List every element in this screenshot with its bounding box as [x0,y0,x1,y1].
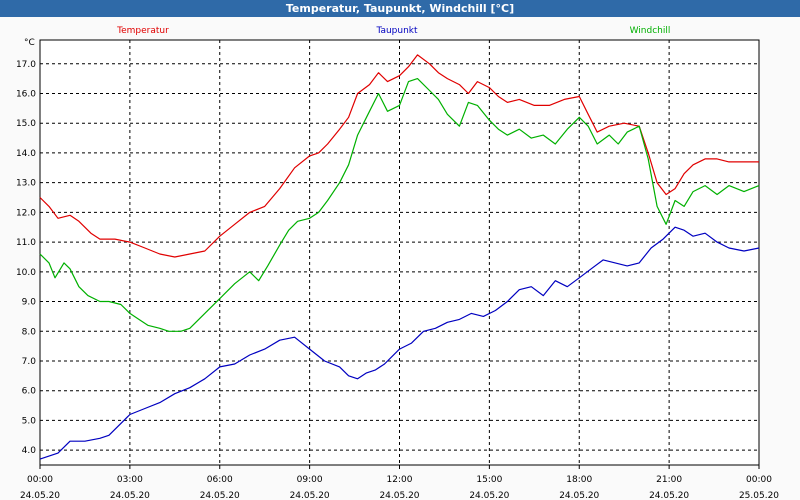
legend-dewpoint: Taupunkt [375,26,418,36]
y-tick-label: 12.0 [16,208,36,218]
x-tick-time-label: 00:00 [746,475,772,485]
y-tick-label: 14.0 [16,149,36,159]
windchill-line [39,77,760,332]
y-tick-label: 9.0 [22,298,37,308]
line-chart: 4.0 5.0 6.0 7.0 8.0 9.0 10.0 11.0 12.0 13.0 14.0 15… [16,26,779,500]
x-tick-time-label: 15:00 [476,475,502,485]
window-title: Temperatur, Taupunkt, Windchill [°C] [0,0,800,17]
x-tick-date-label: 24.05.20 [110,491,150,500]
series-layer [39,54,760,460]
y-tick-label: 16.0 [16,89,36,99]
x-tick-date-label: 25.05.20 [739,491,779,500]
x-tick-time-label: 06:00 [207,475,233,485]
x-tick-time-label: 03:00 [117,475,143,485]
legend-temperature: Temperatur [116,26,169,36]
y-tick-label: 10.0 [16,268,36,278]
grid-layer [39,39,760,469]
y-tick-label: 13.0 [16,179,36,189]
x-tick-time-label: 18:00 [566,475,592,485]
x-tick-time-label: 21:00 [656,475,682,485]
x-tick-date-label: 24.05.20 [649,491,689,500]
x-tick-date-label: 24.05.20 [20,491,60,500]
y-tick-label: 11.0 [16,238,36,248]
x-tick-date-label: 24.05.20 [559,491,599,500]
x-tick-time-label: 09:00 [297,475,323,485]
x-tick-date-label: 24.05.20 [469,491,509,500]
y-axis-unit-label: °C [24,38,35,48]
y-tick-label: 15.0 [16,119,36,129]
temperature-line [39,54,759,258]
y-tick-label: 5.0 [22,416,37,426]
y-tick-label: 8.0 [22,327,37,337]
dewpoint-line [39,226,760,460]
y-tick-label: 6.0 [22,387,37,397]
axis-labels: 4.0 5.0 6.0 7.0 8.0 9.0 10.0 11.0 12.0 13.0 14.0 15… [16,26,779,500]
x-tick-date-label: 24.05.20 [200,491,240,500]
x-tick-date-label: 24.05.20 [290,491,330,500]
legend-windchill: Windchill [630,26,671,36]
y-tick-label: 17.0 [16,60,36,70]
x-tick-time-label: 12:00 [387,475,413,485]
x-tick-time-label: 00:00 [27,475,53,485]
y-tick-label: 4.0 [22,446,37,456]
y-tick-label: 7.0 [22,357,37,367]
x-tick-date-label: 24.05.20 [379,491,419,500]
